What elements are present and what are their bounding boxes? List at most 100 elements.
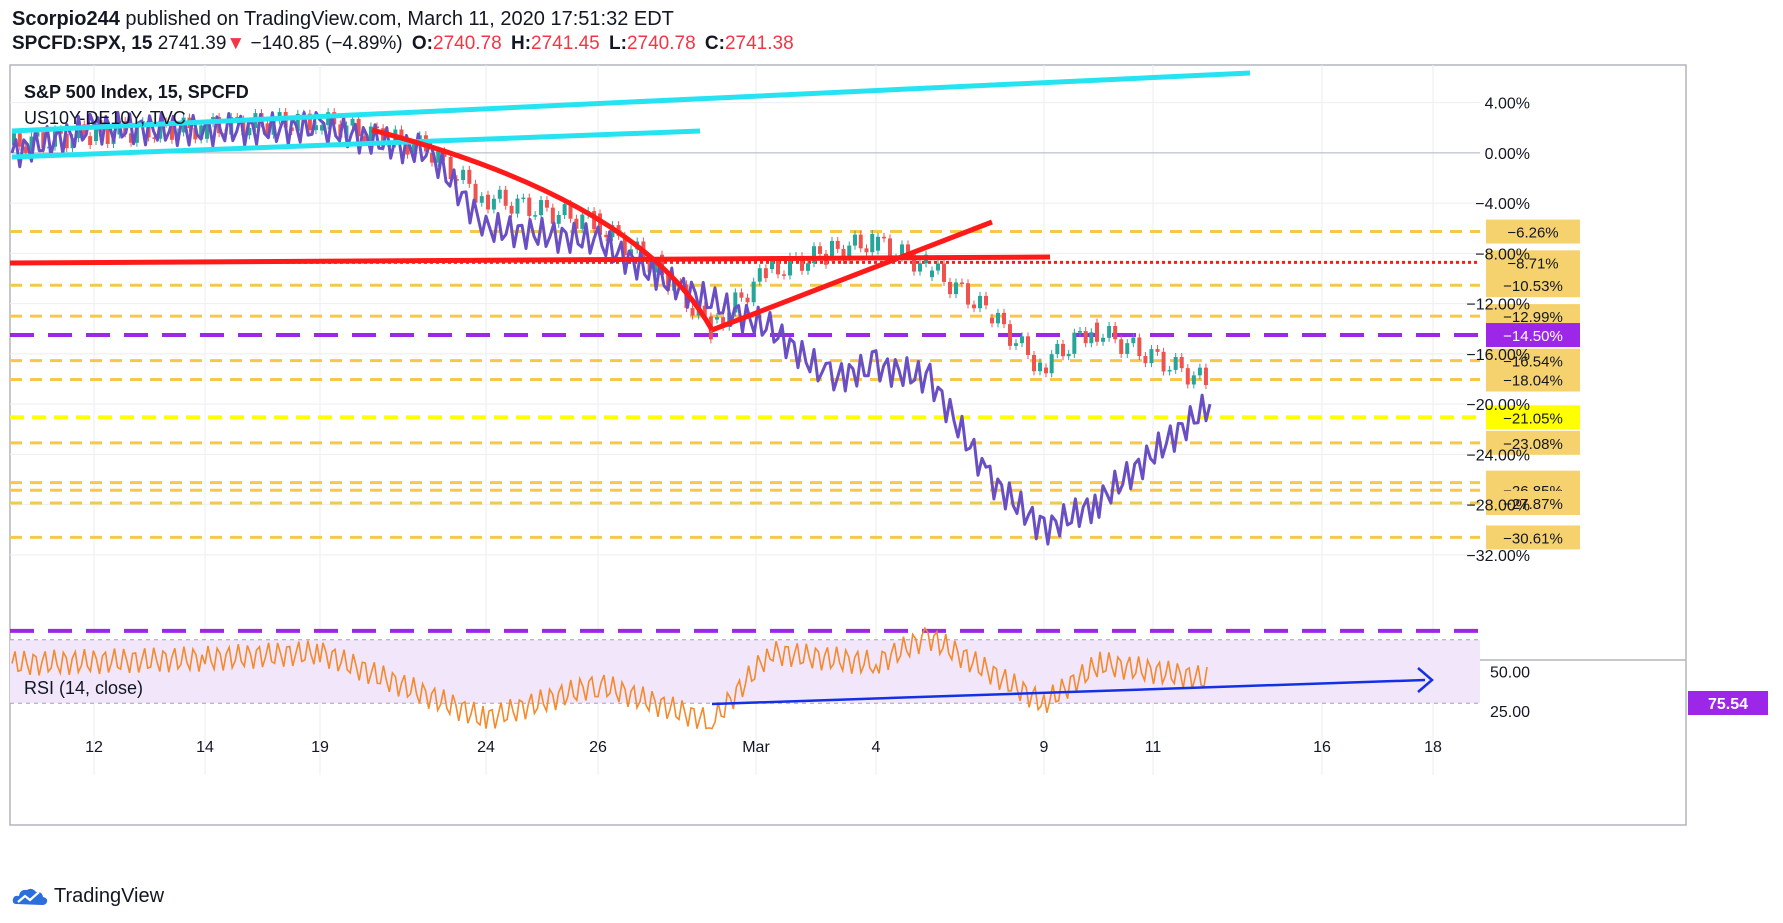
- candle-body: [990, 317, 994, 324]
- x-tick-label-5: Mar: [742, 739, 770, 756]
- candle-body: [1066, 353, 1071, 357]
- candle-body: [430, 153, 434, 163]
- level-label-4: −14.50%: [1503, 328, 1563, 345]
- candle-body: [1061, 343, 1065, 357]
- candle-body: [918, 263, 922, 272]
- level-badge-12: [1486, 525, 1580, 550]
- level-label-5: −16.54%: [1503, 354, 1563, 371]
- candle-body: [1107, 325, 1112, 338]
- y-tick-label-1: 0.00%: [1485, 146, 1530, 163]
- compare-series-line: [10, 110, 1212, 546]
- candle-body: [375, 126, 379, 129]
- candle-body: [1191, 375, 1196, 385]
- candle-body: [313, 125, 318, 131]
- candle-body: [870, 233, 875, 253]
- candle-body: [936, 263, 940, 271]
- candle-body: [23, 146, 28, 154]
- down-arrow-icon: ▼: [226, 33, 246, 54]
- candle-body: [900, 244, 904, 258]
- candle-body: [1113, 325, 1118, 340]
- level-badge-7: [1486, 405, 1580, 430]
- candle-body: [745, 297, 750, 303]
- candle-body: [690, 308, 695, 316]
- level-label-12: −30.61%: [1503, 530, 1563, 547]
- candle-body: [550, 207, 555, 224]
- rsi-legend[interactable]: RSI (14, close): [24, 678, 143, 698]
- candle-body: [1055, 343, 1060, 355]
- last-price: 2741.39: [157, 33, 227, 54]
- candle-body: [169, 123, 174, 140]
- level-badge-2: [1486, 273, 1580, 298]
- candle-body: [598, 213, 602, 235]
- candle-body: [350, 118, 355, 126]
- candle-body: [381, 128, 386, 147]
- rsi-band: [10, 639, 1480, 704]
- high-label: H:: [510, 33, 532, 54]
- candle-body: [193, 128, 198, 140]
- level-label-6: −18.04%: [1503, 373, 1563, 390]
- candle-body: [1197, 367, 1202, 376]
- rsi-line: [11, 626, 1208, 730]
- candle-body: [942, 263, 946, 282]
- candle-body: [129, 133, 134, 143]
- candle-body: [503, 189, 508, 206]
- candle-body: [592, 211, 597, 230]
- compare-series-legend[interactable]: US10Y-DE10Y, TVC: [24, 108, 186, 128]
- x-tick-label-2: 19: [311, 739, 329, 756]
- candle-body: [134, 127, 139, 143]
- author-name[interactable]: Scorpio244: [12, 8, 120, 30]
- candle-body: [812, 246, 816, 264]
- brand-name: TradingView: [54, 885, 165, 907]
- cyan-channel-lower: [11, 128, 701, 160]
- candle-body: [88, 136, 93, 146]
- candle-body: [604, 234, 609, 238]
- main-series-legend[interactable]: S&P 500 Index, 15, SPCFD: [24, 82, 249, 102]
- level-badge-1: [1486, 250, 1580, 275]
- candle-body: [858, 234, 863, 249]
- candle-body: [574, 218, 579, 229]
- candle-body: [1049, 354, 1054, 374]
- candle-body: [29, 136, 34, 154]
- candle-body: [1161, 351, 1166, 372]
- level-badge-0: [1486, 219, 1580, 244]
- chart-frame: [9, 64, 1687, 826]
- rsi-band-fill: [10, 639, 1480, 704]
- candle-body: [966, 283, 970, 305]
- candle-body: [841, 248, 846, 261]
- red-horizontal-trend: [9, 254, 1051, 266]
- candle-body: [448, 156, 453, 180]
- publish-info: published on TradingView.com, March 11, …: [125, 8, 674, 30]
- level-badge-6: [1486, 367, 1580, 392]
- y-tick-label-6: −20.00%: [1466, 397, 1530, 414]
- candle-body: [265, 123, 270, 135]
- candle-body: [1137, 337, 1142, 357]
- candle-body: [721, 317, 726, 327]
- candle-body: [912, 254, 916, 272]
- candle-body: [818, 246, 822, 254]
- candle-body: [94, 124, 98, 142]
- candle-body: [847, 245, 852, 261]
- candle-body: [1008, 324, 1012, 346]
- candle-body: [1083, 331, 1088, 344]
- brand-footer[interactable]: TradingView: [12, 885, 164, 908]
- level-label-7: −21.05%: [1503, 410, 1563, 427]
- x-tick-label-4: 26: [589, 739, 607, 756]
- candle-body: [702, 305, 707, 317]
- candle-body: [622, 235, 627, 256]
- y-tick-label-5: −16.00%: [1466, 347, 1530, 364]
- candle-body: [368, 126, 373, 142]
- tradingview-cloud-icon: [12, 888, 48, 905]
- candle-body: [653, 261, 658, 273]
- high-value: 2741.45: [531, 33, 600, 54]
- candle-body: [152, 137, 157, 139]
- level-badge-4: [1486, 323, 1580, 348]
- publish-header: Scorpio244 published on TradingView.com,…: [12, 8, 674, 31]
- candle-body: [930, 270, 934, 278]
- trend-drawings: [9, 70, 1434, 706]
- level-label-8: −23.08%: [1503, 436, 1563, 453]
- low-label: L:: [609, 33, 627, 54]
- candle-body: [1203, 367, 1208, 386]
- candle-body: [978, 295, 982, 309]
- candle-body: [491, 198, 496, 210]
